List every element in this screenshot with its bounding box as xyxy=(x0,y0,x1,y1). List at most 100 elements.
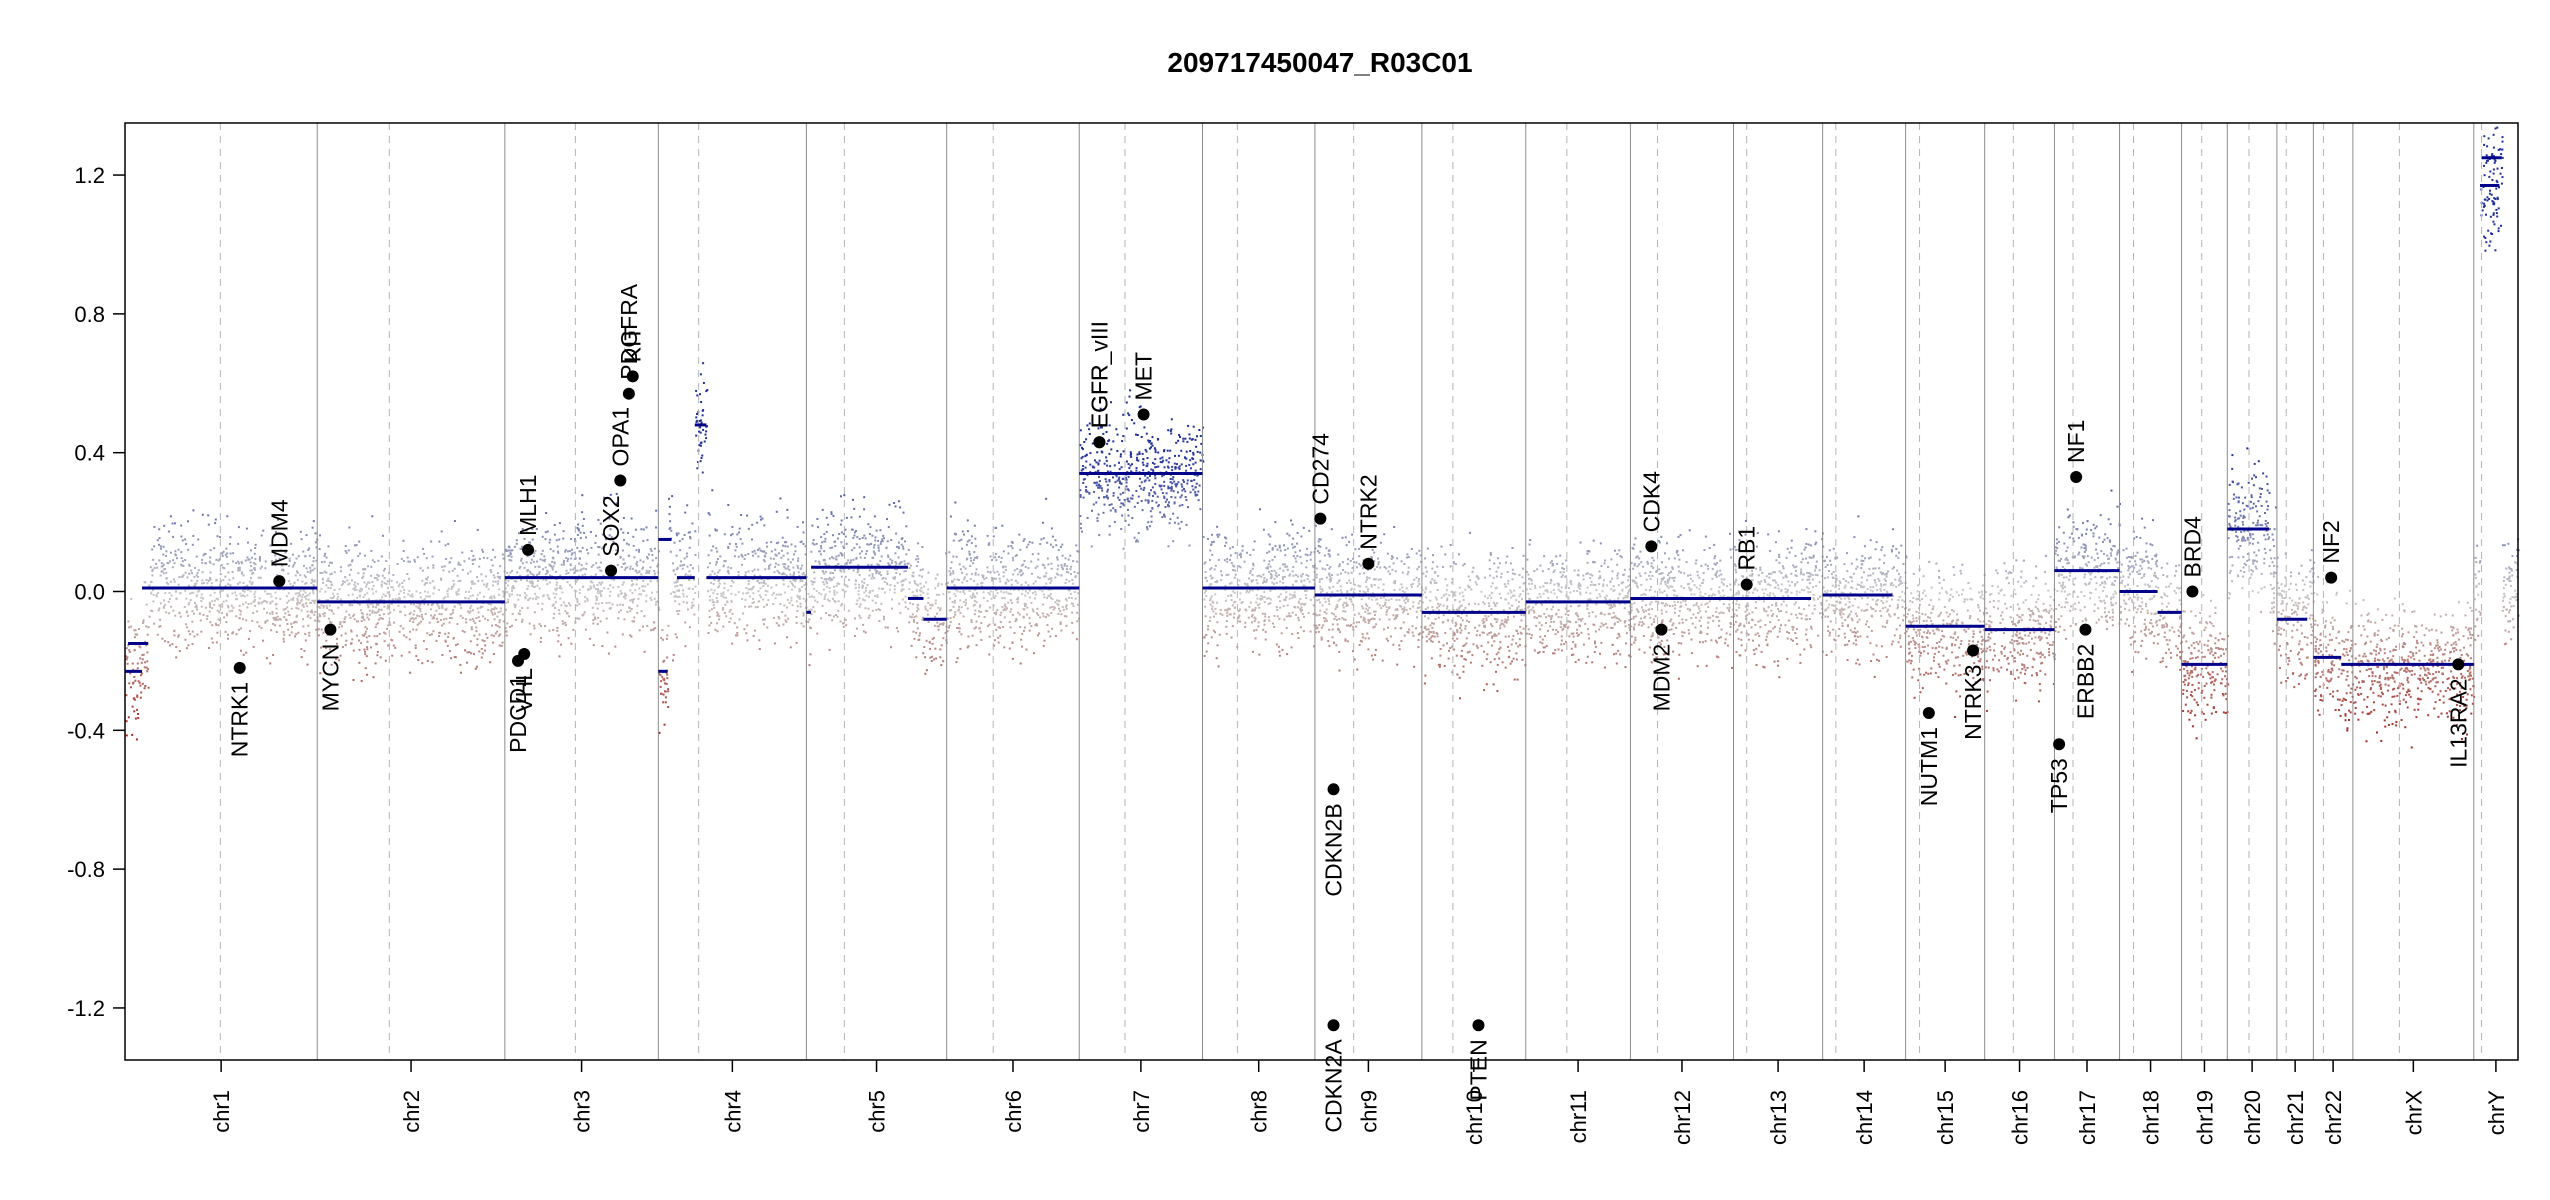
probe-dot xyxy=(976,592,978,595)
probe-dot xyxy=(551,566,554,569)
probe-dot xyxy=(688,546,691,549)
probe-dot xyxy=(1020,583,1023,586)
probe-dot xyxy=(792,579,795,582)
probe-dot xyxy=(681,564,684,567)
probe-dot xyxy=(966,540,969,543)
probe-dot xyxy=(497,576,500,578)
probe-dot xyxy=(695,421,698,423)
probe-dot xyxy=(902,579,905,582)
probe-dot xyxy=(507,598,510,601)
probe-dot xyxy=(1284,549,1287,551)
probe-dot xyxy=(854,617,856,620)
probe-dot xyxy=(569,604,572,607)
probe-dot xyxy=(628,554,631,557)
probe-dot xyxy=(1097,513,1100,516)
probe-dot xyxy=(495,607,498,610)
probe-dot xyxy=(567,637,570,640)
probe-dot xyxy=(911,603,914,606)
probe-dot xyxy=(895,562,898,565)
probe-dot xyxy=(748,595,751,598)
probe-dot xyxy=(654,603,657,606)
probe-dot xyxy=(828,648,831,651)
probe-dot xyxy=(760,578,763,581)
probe-dot xyxy=(226,614,229,617)
probe-dot xyxy=(472,620,475,623)
probe-dot xyxy=(305,602,307,605)
probe-dot xyxy=(977,615,980,618)
probe-dot xyxy=(1168,522,1171,525)
probe-dot xyxy=(1278,546,1281,549)
probe-dot xyxy=(784,567,787,570)
probe-dot xyxy=(589,585,592,588)
probe-dot xyxy=(801,564,804,567)
probe-dot xyxy=(1004,608,1007,611)
probe-dot xyxy=(309,569,312,572)
probe-dot xyxy=(802,625,805,628)
probe-dot xyxy=(911,591,914,594)
probe-dot xyxy=(672,562,674,565)
probe-dot xyxy=(1049,593,1052,595)
probe-dot xyxy=(1246,583,1249,586)
probe-dot xyxy=(625,567,627,569)
probe-dot xyxy=(1150,520,1153,523)
probe-dot xyxy=(463,560,466,563)
probe-dot xyxy=(251,556,253,559)
probe-dot xyxy=(307,594,310,597)
probe-dot xyxy=(319,606,322,609)
probe-dot xyxy=(818,562,821,565)
probe-dot xyxy=(1124,488,1127,491)
probe-dot xyxy=(1211,605,1214,608)
probe-dot xyxy=(493,596,496,599)
probe-dot xyxy=(1202,460,1205,463)
probe-dot xyxy=(807,592,810,595)
probe-dot xyxy=(791,588,793,591)
probe-dot xyxy=(1044,575,1047,578)
probe-dot xyxy=(655,526,657,529)
probe-dot xyxy=(333,589,336,591)
probe-dot xyxy=(483,640,486,643)
probe-dot xyxy=(691,604,694,607)
probe-dot xyxy=(441,654,444,656)
probe-dot xyxy=(531,573,534,576)
probe-dot xyxy=(878,572,881,575)
probe-dot xyxy=(893,591,896,594)
probe-dot xyxy=(1303,615,1305,618)
probe-dot xyxy=(151,574,154,577)
probe-dot xyxy=(1406,556,1409,559)
probe-dot xyxy=(501,553,504,556)
probe-dot xyxy=(1341,536,1344,539)
probe-dot xyxy=(159,602,162,605)
probe-dot xyxy=(464,590,467,593)
probe-dot xyxy=(1002,566,1005,569)
probe-dot xyxy=(895,545,898,548)
probe-dot xyxy=(821,508,824,511)
probe-dot xyxy=(313,567,316,570)
probe-dot xyxy=(603,545,606,548)
probe-dot xyxy=(209,561,212,564)
probe-dot xyxy=(996,570,999,573)
probe-dot xyxy=(789,646,792,649)
probe-dot xyxy=(683,557,686,560)
probe-dot xyxy=(923,646,926,648)
probe-dot xyxy=(497,572,499,575)
probe-dot xyxy=(208,560,211,563)
probe-dot xyxy=(827,578,830,581)
probe-dot xyxy=(538,623,541,626)
probe-dot xyxy=(1101,489,1104,492)
probe-dot xyxy=(444,608,447,611)
probe-dot xyxy=(872,546,875,549)
probe-dot xyxy=(813,596,816,599)
probe-dot xyxy=(1250,615,1253,618)
probe-dot xyxy=(274,564,277,567)
probe-dot xyxy=(245,619,248,622)
probe-dot xyxy=(745,632,748,635)
probe-dot xyxy=(855,627,858,630)
probe-dot xyxy=(1042,615,1045,618)
probe-dot xyxy=(484,575,487,578)
probe-dot xyxy=(371,611,374,614)
probe-dot xyxy=(475,626,478,629)
probe-dot xyxy=(305,534,308,537)
probe-dot xyxy=(1318,614,1321,616)
probe-dot xyxy=(165,555,168,557)
probe-dot xyxy=(798,574,801,577)
